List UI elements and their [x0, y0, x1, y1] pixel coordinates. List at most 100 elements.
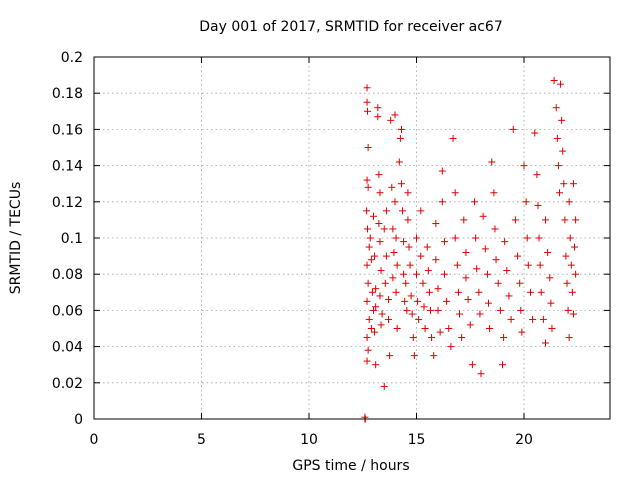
data-point — [520, 162, 528, 170]
data-point — [385, 315, 393, 323]
data-point — [393, 261, 401, 269]
data-point — [565, 334, 573, 342]
x-tick-label: 15 — [408, 432, 426, 448]
data-point — [451, 234, 459, 242]
data-point — [563, 279, 571, 287]
data-point — [468, 361, 476, 369]
y-tick-label: 0.02 — [52, 376, 83, 392]
data-point — [363, 297, 371, 305]
data-point — [400, 238, 408, 246]
data-point — [569, 310, 577, 318]
data-point — [466, 321, 474, 329]
data-point — [388, 183, 396, 191]
x-axis-label: GPS time / hours — [292, 458, 409, 474]
data-point — [571, 243, 579, 251]
data-point — [413, 234, 420, 242]
data-point — [381, 279, 389, 287]
data-point — [550, 77, 558, 85]
data-point — [476, 310, 484, 318]
grid-lines — [94, 57, 610, 419]
data-point — [405, 243, 413, 251]
data-point — [403, 306, 411, 314]
data-point — [438, 167, 446, 175]
data-point — [473, 265, 481, 273]
data-point — [404, 216, 412, 224]
data-point — [366, 234, 374, 242]
data-point — [447, 343, 455, 351]
data-point — [417, 252, 425, 260]
data-point — [560, 180, 568, 188]
data-point — [389, 225, 397, 233]
data-point — [490, 189, 498, 197]
data-point — [363, 84, 371, 92]
data-point — [537, 288, 545, 296]
y-axis-label: SRMTID / TECUs — [8, 182, 24, 295]
data-point — [535, 234, 543, 242]
data-point — [516, 279, 524, 287]
data-point — [391, 111, 399, 119]
data-point — [409, 334, 417, 342]
data-point — [542, 216, 549, 224]
data-point — [462, 248, 470, 256]
data-point — [536, 261, 544, 269]
data-point — [548, 325, 556, 332]
data-point — [485, 299, 493, 307]
data-point — [434, 306, 442, 314]
data-point — [365, 315, 373, 323]
data-point — [397, 125, 405, 133]
data-point — [376, 189, 384, 197]
data-point — [363, 357, 371, 365]
data-point — [408, 310, 416, 318]
data-point — [559, 147, 567, 155]
data-point — [430, 352, 438, 360]
data-point — [443, 297, 451, 305]
data-point — [386, 352, 394, 360]
data-point — [567, 261, 575, 269]
data-point — [421, 325, 429, 332]
data-point — [372, 361, 380, 369]
data-point — [524, 261, 532, 269]
data-point — [464, 296, 472, 304]
data-point — [377, 321, 385, 329]
data-point — [554, 162, 562, 170]
data-point — [363, 98, 371, 106]
x-tick-label: 5 — [197, 432, 206, 448]
data-point — [491, 225, 499, 233]
data-point — [558, 116, 566, 124]
data-point — [481, 245, 489, 253]
data-point — [415, 315, 423, 323]
data-point — [400, 270, 408, 278]
data-point — [445, 325, 453, 332]
data-point — [423, 243, 431, 251]
data-point — [440, 270, 448, 278]
y-tick-label: 0 — [74, 412, 83, 428]
data-point — [572, 216, 580, 224]
data-point — [428, 334, 436, 342]
y-tick-label: 0.04 — [52, 340, 83, 356]
data-point — [426, 306, 434, 314]
data-point — [436, 328, 444, 336]
data-point — [533, 171, 541, 179]
data-point — [363, 176, 371, 184]
data-point — [507, 315, 515, 323]
data-point — [488, 158, 496, 166]
data-point — [499, 361, 506, 369]
data-point — [477, 370, 485, 378]
data-point — [534, 201, 542, 209]
data-point — [377, 267, 385, 275]
data-point — [492, 256, 500, 264]
data-point — [544, 248, 552, 256]
data-point — [395, 158, 403, 166]
x-tick-label: 0 — [90, 432, 99, 448]
data-point — [392, 288, 400, 296]
data-point — [390, 248, 398, 256]
y-tick-label: 0.06 — [52, 303, 83, 319]
data-point — [518, 328, 526, 336]
y-tick-label: 0.18 — [52, 86, 83, 102]
data-point — [372, 303, 380, 311]
data-point — [371, 252, 379, 260]
data-point — [460, 216, 468, 224]
data-point — [451, 189, 459, 197]
data-point — [380, 225, 388, 233]
